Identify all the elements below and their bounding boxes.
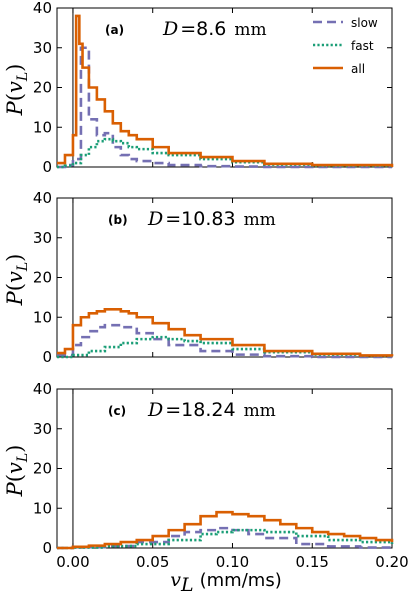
ylabel-close: ) xyxy=(3,445,27,453)
d-unit: mm xyxy=(234,20,266,40)
ylabel-sub: L xyxy=(15,262,31,272)
x-tick-label: 0.15 xyxy=(296,553,329,571)
d-value: 10.83 xyxy=(181,208,235,230)
legend-label-fast: fast xyxy=(351,39,374,53)
y-tick-label: 40 xyxy=(33,0,52,17)
y-tick-label: 30 xyxy=(33,229,52,247)
x-tick-label: 0.00 xyxy=(56,553,89,571)
series-fast xyxy=(57,137,394,169)
y-tick-label: 30 xyxy=(33,39,52,57)
x-axis-label: vL (mm/ms) xyxy=(170,569,281,596)
y-tick-label: 0 xyxy=(42,348,52,366)
ylabel-var: v xyxy=(3,81,27,93)
ylabel-symbol: P xyxy=(3,100,27,116)
y-tick-label: 30 xyxy=(33,420,52,438)
xlabel-symbol: v xyxy=(170,569,181,591)
d-symbol: D xyxy=(147,399,163,421)
y-tick-label: 40 xyxy=(33,380,52,398)
legend: slow fast all xyxy=(313,16,378,76)
ylabel-close: ) xyxy=(3,64,27,72)
panel-b: 0 10 20 30 40 (b) D =10.83 mm P(vL) xyxy=(3,189,394,366)
ylabel-symbol: P xyxy=(3,290,27,306)
y-tick-label: 20 xyxy=(33,79,52,97)
x-tick-label: 0.05 xyxy=(136,553,169,571)
ylabel-open: ( xyxy=(3,474,27,482)
series-all xyxy=(57,14,394,167)
d-equals: = xyxy=(165,399,181,421)
series-slow xyxy=(57,46,392,169)
series-slow xyxy=(57,323,392,359)
xlabel-sub: L xyxy=(180,574,194,596)
ylabel-open: ( xyxy=(3,93,27,101)
y-tick-label: 0 xyxy=(42,539,52,557)
ylabel-var: v xyxy=(3,271,27,283)
panel-tag: (c) xyxy=(108,404,126,418)
legend-label-slow: slow xyxy=(351,16,378,30)
series-all xyxy=(57,510,394,550)
ylabel-var: v xyxy=(3,462,27,474)
d-value: 8.6 xyxy=(196,18,226,40)
y-axis-label: P(vL) xyxy=(3,64,31,117)
y-tick-label: 0 xyxy=(42,158,52,176)
ylabel-sub: L xyxy=(15,453,31,463)
y-axis-label: P(vL) xyxy=(3,445,31,498)
d-symbol: D xyxy=(162,18,178,40)
y-tick-label: 10 xyxy=(33,499,52,517)
d-value: 18.24 xyxy=(181,399,235,421)
d-equals: = xyxy=(165,208,181,230)
series-all xyxy=(57,307,394,357)
ylabel-close: ) xyxy=(3,254,27,262)
panel-tag: (b) xyxy=(108,213,128,227)
x-tick-label: 0.10 xyxy=(216,553,249,571)
panel-a: 0 10 20 30 40 (a) D =8.6 mm P(vL) xyxy=(3,0,394,176)
ylabel-sub: L xyxy=(15,72,31,82)
y-tick-label: 10 xyxy=(33,118,52,136)
d-unit: mm xyxy=(244,401,276,421)
panel-annotation: D =10.83 mm xyxy=(147,208,276,230)
ylabel-symbol: P xyxy=(3,481,27,497)
d-unit: mm xyxy=(244,210,276,230)
panel-c: 0 10 20 30 40 (c) D =18.24 mm P(vL) xyxy=(3,380,394,557)
y-tick-label: 10 xyxy=(33,308,52,326)
y-tick-label: 20 xyxy=(33,460,52,478)
d-equals: = xyxy=(180,18,196,40)
panel-annotation: D =18.24 mm xyxy=(147,399,276,421)
panel-tag: (a) xyxy=(105,23,124,37)
ylabel-open: ( xyxy=(3,283,27,291)
x-tick-label: 0.20 xyxy=(375,553,408,571)
y-tick-label: 40 xyxy=(33,189,52,207)
d-symbol: D xyxy=(147,208,163,230)
y-tick-label: 20 xyxy=(33,269,52,287)
panel-annotation: D =8.6 mm xyxy=(162,18,267,40)
legend-label-all: all xyxy=(351,62,365,76)
y-axis-label: P(vL) xyxy=(3,254,31,307)
xlabel-unit: (mm/ms) xyxy=(200,570,282,591)
